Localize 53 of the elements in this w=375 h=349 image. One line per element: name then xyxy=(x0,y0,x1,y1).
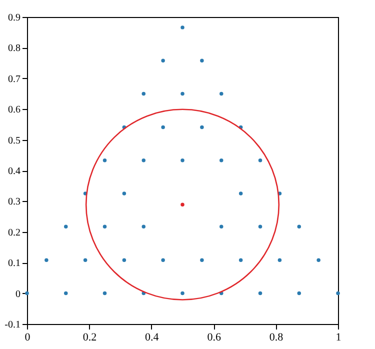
point xyxy=(297,291,301,296)
y-tick-label: 0.1 xyxy=(8,258,20,270)
point xyxy=(180,158,184,162)
point xyxy=(122,192,126,196)
point xyxy=(44,258,48,262)
y-tick-label: -0.1 xyxy=(4,320,20,330)
point xyxy=(180,92,184,96)
y-tick-label: 0.4 xyxy=(8,166,20,177)
y-tick-label: 0.9 xyxy=(8,12,20,24)
point xyxy=(220,158,224,162)
point xyxy=(83,258,88,262)
point xyxy=(64,291,68,296)
point xyxy=(316,258,320,262)
point xyxy=(238,192,243,196)
point xyxy=(161,58,165,62)
x-tick-label: 0.6 xyxy=(207,332,222,344)
point xyxy=(180,26,184,30)
point xyxy=(142,92,146,96)
point xyxy=(142,224,146,229)
x-tick-label: 0 xyxy=(24,332,31,344)
x-tick-label: 1 xyxy=(336,332,342,344)
point xyxy=(161,258,165,262)
point xyxy=(122,258,126,262)
y-tick-label: 0.5 xyxy=(8,135,20,146)
point xyxy=(64,224,68,229)
point xyxy=(161,125,165,130)
point xyxy=(142,158,146,162)
x-tick-label: 0.4 xyxy=(145,332,160,344)
y-tick-label: 0.6 xyxy=(8,104,20,116)
y-tick-label: 0.2 xyxy=(8,227,20,238)
point xyxy=(200,125,204,130)
point xyxy=(336,291,340,296)
y-tick-label: 0.7 xyxy=(8,74,20,85)
point xyxy=(238,258,243,262)
y-tick-label: 0.8 xyxy=(8,43,20,54)
point xyxy=(200,258,204,262)
y-tick-label: 0.3 xyxy=(8,196,20,208)
point xyxy=(258,224,262,229)
x-tick-label: 0.8 xyxy=(269,332,284,344)
point xyxy=(297,224,301,229)
point xyxy=(220,224,224,229)
point xyxy=(278,258,282,262)
y-tick-label: 0 xyxy=(16,288,20,300)
x-tick-label: 0.2 xyxy=(82,332,97,344)
point xyxy=(102,291,107,296)
point xyxy=(258,158,262,162)
point xyxy=(200,58,204,62)
point xyxy=(180,291,184,296)
point xyxy=(102,158,107,162)
point xyxy=(25,291,29,296)
point xyxy=(220,92,224,96)
point xyxy=(258,291,262,296)
point xyxy=(102,224,107,229)
